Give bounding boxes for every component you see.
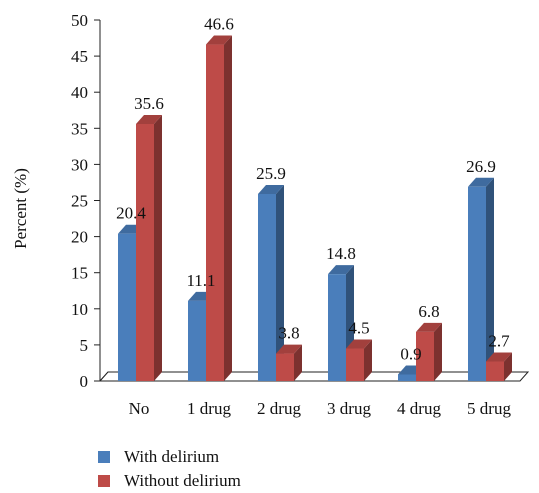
bar-front <box>188 300 206 381</box>
legend-label-without-delirium: Without delirium <box>124 471 241 490</box>
bar-top <box>486 352 512 362</box>
bar-without-delirium-3 <box>346 339 372 381</box>
legend-swatch-with-delirium <box>98 451 110 463</box>
y-tick-label: 45 <box>71 47 88 66</box>
y-tick-label: 20 <box>71 228 88 247</box>
bar-with-delirium-2 <box>258 185 284 381</box>
bar-front <box>346 348 364 381</box>
y-tick-label: 15 <box>71 264 88 283</box>
bar-front <box>118 233 136 381</box>
y-tick-label: 10 <box>71 300 88 319</box>
y-tick-label: 5 <box>80 336 89 355</box>
data-label: 2.7 <box>488 332 510 351</box>
bar-top <box>346 339 372 349</box>
y-tick-label: 30 <box>71 155 88 174</box>
y-tick-label: 0 <box>80 372 89 391</box>
bar-side <box>486 177 494 381</box>
x-category-label: 3 drug <box>327 399 371 418</box>
bar-side <box>154 114 162 381</box>
y-tick-label: 50 <box>71 11 88 30</box>
legend-label-with-delirium: With delirium <box>124 447 220 466</box>
bar-side <box>434 322 442 381</box>
bar-side <box>294 344 302 381</box>
x-category-label: No <box>129 399 150 418</box>
bar-without-delirium-2 <box>276 344 302 381</box>
bar-top <box>258 185 284 195</box>
bar-top <box>416 322 442 332</box>
legend-item-with-delirium: With delirium <box>98 445 241 469</box>
legend: With delirium Without delirium <box>98 445 241 493</box>
data-label: 14.8 <box>326 244 356 263</box>
chart-labels: 0 5 10 15 20 25 30 35 40 45 50 Percent (%) 20.4 35.6 N… <box>11 11 511 418</box>
y-tick-label: 35 <box>71 119 88 138</box>
bar-chart: 0 5 10 15 20 25 30 35 40 45 50 Percent (%) 20.4 35.6 N… <box>11 11 530 418</box>
bar-without-delirium-4 <box>416 322 442 381</box>
y-tick-label: 40 <box>71 83 88 102</box>
bar-front <box>206 44 224 381</box>
data-label: 11.1 <box>186 271 215 290</box>
bar-top <box>328 265 354 275</box>
data-label: 6.8 <box>418 302 439 321</box>
bar-without-delirium-1 <box>206 35 232 381</box>
bar-top <box>468 177 494 187</box>
bar-front <box>328 274 346 381</box>
bar-top <box>206 35 232 45</box>
data-label: 0.9 <box>400 345 421 364</box>
data-label: 46.6 <box>204 15 234 34</box>
data-label: 35.6 <box>134 94 164 113</box>
bar-front <box>258 194 276 381</box>
data-label: 3.8 <box>278 324 299 343</box>
bar-without-delirium-0 <box>136 114 162 381</box>
bar-front <box>416 331 434 381</box>
x-category-label: 4 drug <box>397 399 441 418</box>
data-label: 4.5 <box>348 319 369 338</box>
x-category-label: 5 drug <box>467 399 511 418</box>
data-label: 26.9 <box>466 157 496 176</box>
bar-top <box>136 114 162 124</box>
bar-side <box>504 352 512 381</box>
bar-top <box>276 344 302 354</box>
legend-item-without-delirium: Without delirium <box>98 469 241 493</box>
bar-front <box>398 374 416 381</box>
bar-with-delirium-5 <box>468 177 494 381</box>
chart-bars <box>118 35 512 381</box>
y-tick-label: 25 <box>71 192 88 211</box>
bar-side <box>276 185 284 381</box>
data-label: 20.4 <box>116 204 146 223</box>
x-category-label: 2 drug <box>257 399 301 418</box>
bar-front <box>136 123 154 381</box>
y-axis-title: Percent (%) <box>11 168 30 249</box>
x-category-label: 1 drug <box>187 399 231 418</box>
floor-plane <box>98 371 530 382</box>
bar-front <box>468 186 486 381</box>
bar-front <box>276 353 294 381</box>
bar-without-delirium-5 <box>486 352 512 381</box>
legend-swatch-without-delirium <box>98 475 110 487</box>
data-label: 25.9 <box>256 164 286 183</box>
bar-side <box>364 339 372 381</box>
bar-front <box>486 361 504 381</box>
bar-side <box>224 35 232 381</box>
